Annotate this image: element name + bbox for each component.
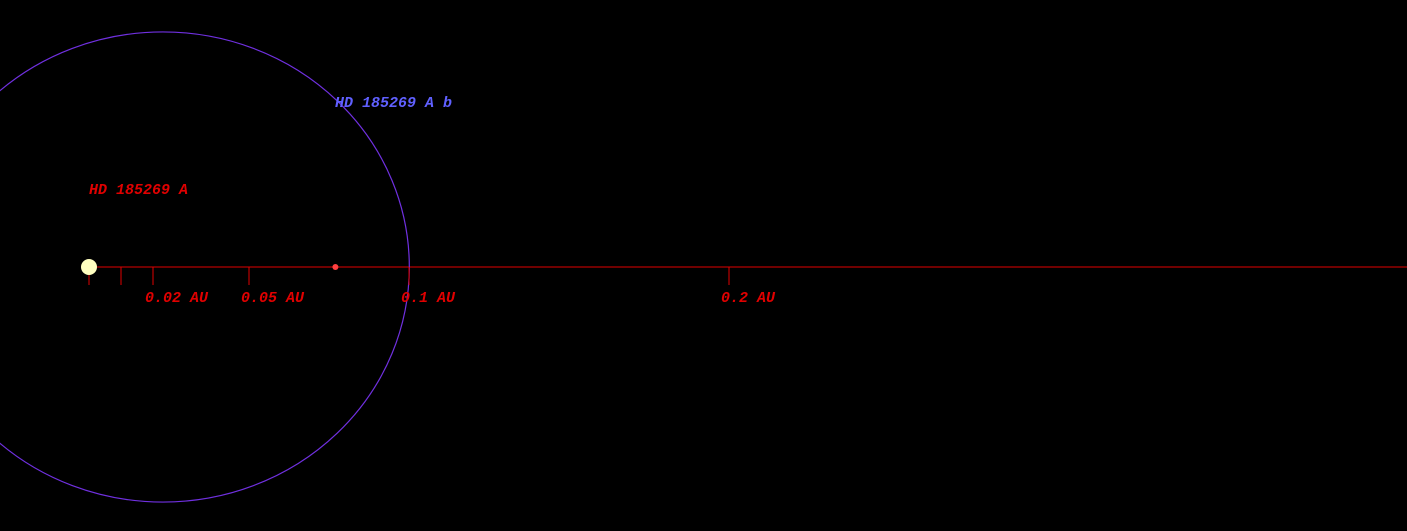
tick-label: 0.1 AU	[401, 290, 456, 307]
planet-label: HD 185269 A b	[335, 95, 452, 112]
planet-marker	[332, 264, 339, 270]
star-label: HD 185269 A	[89, 182, 188, 199]
tick-label: 0.02 AU	[145, 290, 209, 307]
tick-label: 0.2 AU	[721, 290, 776, 307]
tick-label: 0.05 AU	[241, 290, 305, 307]
star	[81, 259, 97, 275]
